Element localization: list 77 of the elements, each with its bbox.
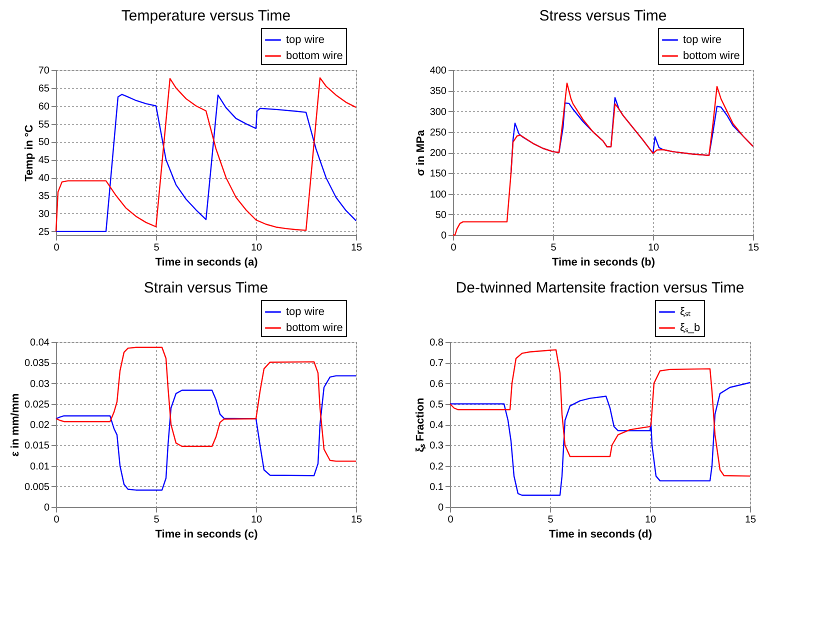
y-tick-label: 0.5 bbox=[430, 399, 444, 410]
legend-label: ξₛₜ bbox=[680, 306, 691, 318]
x-tick-label: 5 bbox=[154, 514, 160, 526]
legend-label: bottom wire bbox=[286, 50, 343, 62]
y-tick-label: 25 bbox=[38, 226, 50, 238]
y-tick-label: 65 bbox=[38, 83, 50, 94]
x-tick-label: 0 bbox=[54, 242, 60, 254]
y-tick-label: 0 bbox=[44, 502, 50, 514]
y-tick-label: 0 bbox=[438, 502, 444, 514]
line-series bbox=[449, 349, 751, 477]
y-tick-label: 0.01 bbox=[30, 461, 50, 472]
y-tick-label: 0.025 bbox=[24, 399, 50, 410]
y-tick-label: 0.02 bbox=[30, 420, 50, 431]
y-tick-label: 300 bbox=[430, 106, 447, 118]
x-tick-label: 5 bbox=[550, 242, 557, 254]
y-tick-label: 50 bbox=[435, 210, 447, 221]
x-tick-label: 15 bbox=[744, 514, 756, 526]
y-tick-label: 50 bbox=[38, 137, 50, 148]
y-tick-label: 150 bbox=[430, 168, 447, 180]
y-tick-label: 0.8 bbox=[430, 338, 444, 348]
x-tick-label: 15 bbox=[350, 514, 362, 526]
legend-label: bottom wire bbox=[683, 50, 740, 62]
y-tick-label: 0.1 bbox=[430, 482, 444, 493]
y-tick-label: 0.015 bbox=[24, 440, 50, 452]
y-axis-title: σ in MPa bbox=[414, 129, 427, 176]
x-tick-label: 15 bbox=[350, 242, 362, 254]
y-tick-label: 0.2 bbox=[430, 461, 444, 472]
x-tick-label: 10 bbox=[648, 242, 660, 254]
x-tick-label: 15 bbox=[748, 242, 760, 254]
x-axis-title: Time in seconds (a) bbox=[155, 256, 258, 268]
y-tick-label: 0.035 bbox=[24, 358, 50, 370]
y-tick-label: 0 bbox=[440, 230, 447, 242]
y-tick-label: 40 bbox=[38, 173, 50, 184]
y-tick-label: 35 bbox=[38, 191, 50, 202]
line-series bbox=[55, 375, 357, 491]
legend-label: ξₛ_b bbox=[680, 322, 700, 334]
y-tick-label: 45 bbox=[38, 155, 50, 166]
chart-title: Temperature versus Time bbox=[121, 8, 291, 24]
x-axis-title: Time in seconds (d) bbox=[548, 528, 652, 540]
x-tick-label: 10 bbox=[644, 514, 656, 526]
y-tick-label: 0.7 bbox=[430, 358, 444, 370]
y-tick-label: 0.6 bbox=[430, 378, 444, 390]
x-tick-label: 0 bbox=[450, 242, 457, 254]
x-tick-label: 0 bbox=[54, 514, 60, 526]
legend-label: top wire bbox=[286, 306, 325, 318]
legend-label: top wire bbox=[683, 34, 722, 46]
y-tick-label: 60 bbox=[38, 101, 50, 112]
y-tick-label: 0.3 bbox=[430, 440, 444, 452]
x-axis-title: Time in seconds (b) bbox=[552, 256, 656, 268]
y-tick-label: 250 bbox=[430, 127, 447, 138]
chart-title: De-twinned Martensite fraction versus Time bbox=[456, 280, 744, 296]
y-tick-label: 200 bbox=[430, 148, 447, 159]
legend-label: top wire bbox=[286, 34, 325, 46]
y-tick-label: 70 bbox=[38, 66, 50, 76]
y-tick-label: 55 bbox=[38, 119, 50, 130]
x-tick-label: 10 bbox=[250, 514, 262, 526]
y-axis-title: ε in mm/mm bbox=[9, 393, 22, 457]
y-tick-label: 30 bbox=[38, 208, 50, 220]
x-axis-title: Time in seconds (c) bbox=[155, 528, 258, 540]
y-tick-label: 100 bbox=[430, 189, 447, 200]
y-tick-label: 0.04 bbox=[30, 338, 50, 348]
y-tick-label: 400 bbox=[430, 66, 447, 76]
y-axis-title: Temp in °C bbox=[23, 124, 36, 182]
x-tick-label: 10 bbox=[250, 242, 262, 254]
y-tick-label: 0.005 bbox=[24, 482, 50, 493]
x-tick-label: 5 bbox=[154, 242, 160, 254]
y-tick-label: 0.03 bbox=[30, 378, 50, 390]
line-series bbox=[55, 346, 357, 462]
x-tick-label: 5 bbox=[548, 514, 554, 526]
x-tick-label: 0 bbox=[448, 514, 454, 526]
chart-title: Stress versus Time bbox=[539, 8, 667, 24]
chart-title: Strain versus Time bbox=[144, 280, 268, 296]
line-series bbox=[449, 382, 751, 496]
y-tick-label: 0.4 bbox=[430, 420, 444, 431]
y-tick-label: 350 bbox=[430, 86, 447, 98]
y-axis-title: ξₛ Fraction bbox=[414, 398, 427, 452]
legend-label: bottom wire bbox=[286, 322, 343, 334]
